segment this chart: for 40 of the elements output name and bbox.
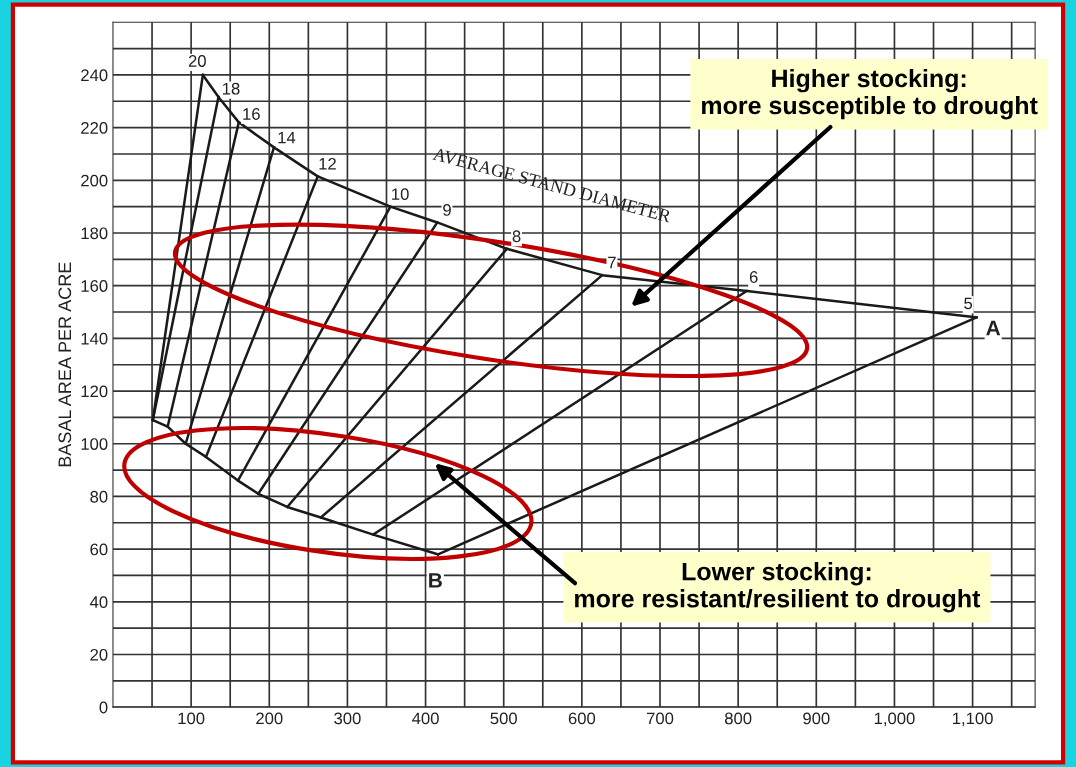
y-tick-label: 160 <box>81 280 108 292</box>
x-tick-label: 100 <box>178 712 205 725</box>
annotation: 14 <box>278 131 296 144</box>
annotation: 20 <box>188 55 206 67</box>
y-tick-label: 240 <box>81 69 108 82</box>
annotation: 7 <box>608 256 616 269</box>
x-tick-label: 1,100 <box>953 712 993 727</box>
y-tick-label: 80 <box>90 490 108 503</box>
x-tick-label: 900 <box>803 712 830 725</box>
annotation: B <box>429 573 442 588</box>
y-axis-title: BASAL AREA PER ACRE <box>58 262 72 467</box>
annotation: 16 <box>243 108 260 120</box>
annotation: 18 <box>222 82 240 95</box>
y-tick-label: 0 <box>99 701 108 714</box>
y-tick-label: 40 <box>89 596 108 608</box>
x-tick-label: 500 <box>490 712 517 725</box>
x-tick-label: 700 <box>646 712 674 725</box>
y-tick-label: 60 <box>90 543 108 556</box>
y-tick-label: 180 <box>81 227 108 240</box>
annotation: 6 <box>749 271 758 283</box>
x-tick-label: 600 <box>568 712 596 725</box>
x-tick-label: 200 <box>256 712 283 725</box>
annotation: Lower stocking: more resistant/resilient to drought <box>575 562 981 613</box>
annotation: Higher stocking: more susceptible to drought <box>702 68 1038 120</box>
annotation: 8 <box>512 230 521 243</box>
y-tick-label: 200 <box>81 174 108 187</box>
x-tick-label: 1,000 <box>874 712 915 727</box>
y-tick-label: 220 <box>81 122 108 134</box>
annotation: 9 <box>443 204 451 216</box>
annotation: 5 <box>964 297 973 310</box>
y-tick-label: 100 <box>81 438 108 450</box>
annotation: A <box>986 320 1001 336</box>
y-tick-label: 120 <box>81 385 108 398</box>
x-tick-label: 800 <box>724 712 752 725</box>
y-tick-label: 20 <box>90 648 108 661</box>
annotation: 10 <box>392 188 409 201</box>
y-tick-label: 140 <box>81 332 108 345</box>
annotation: 12 <box>319 157 336 170</box>
x-tick-label: 300 <box>334 712 361 725</box>
x-tick-label: 400 <box>412 712 439 725</box>
